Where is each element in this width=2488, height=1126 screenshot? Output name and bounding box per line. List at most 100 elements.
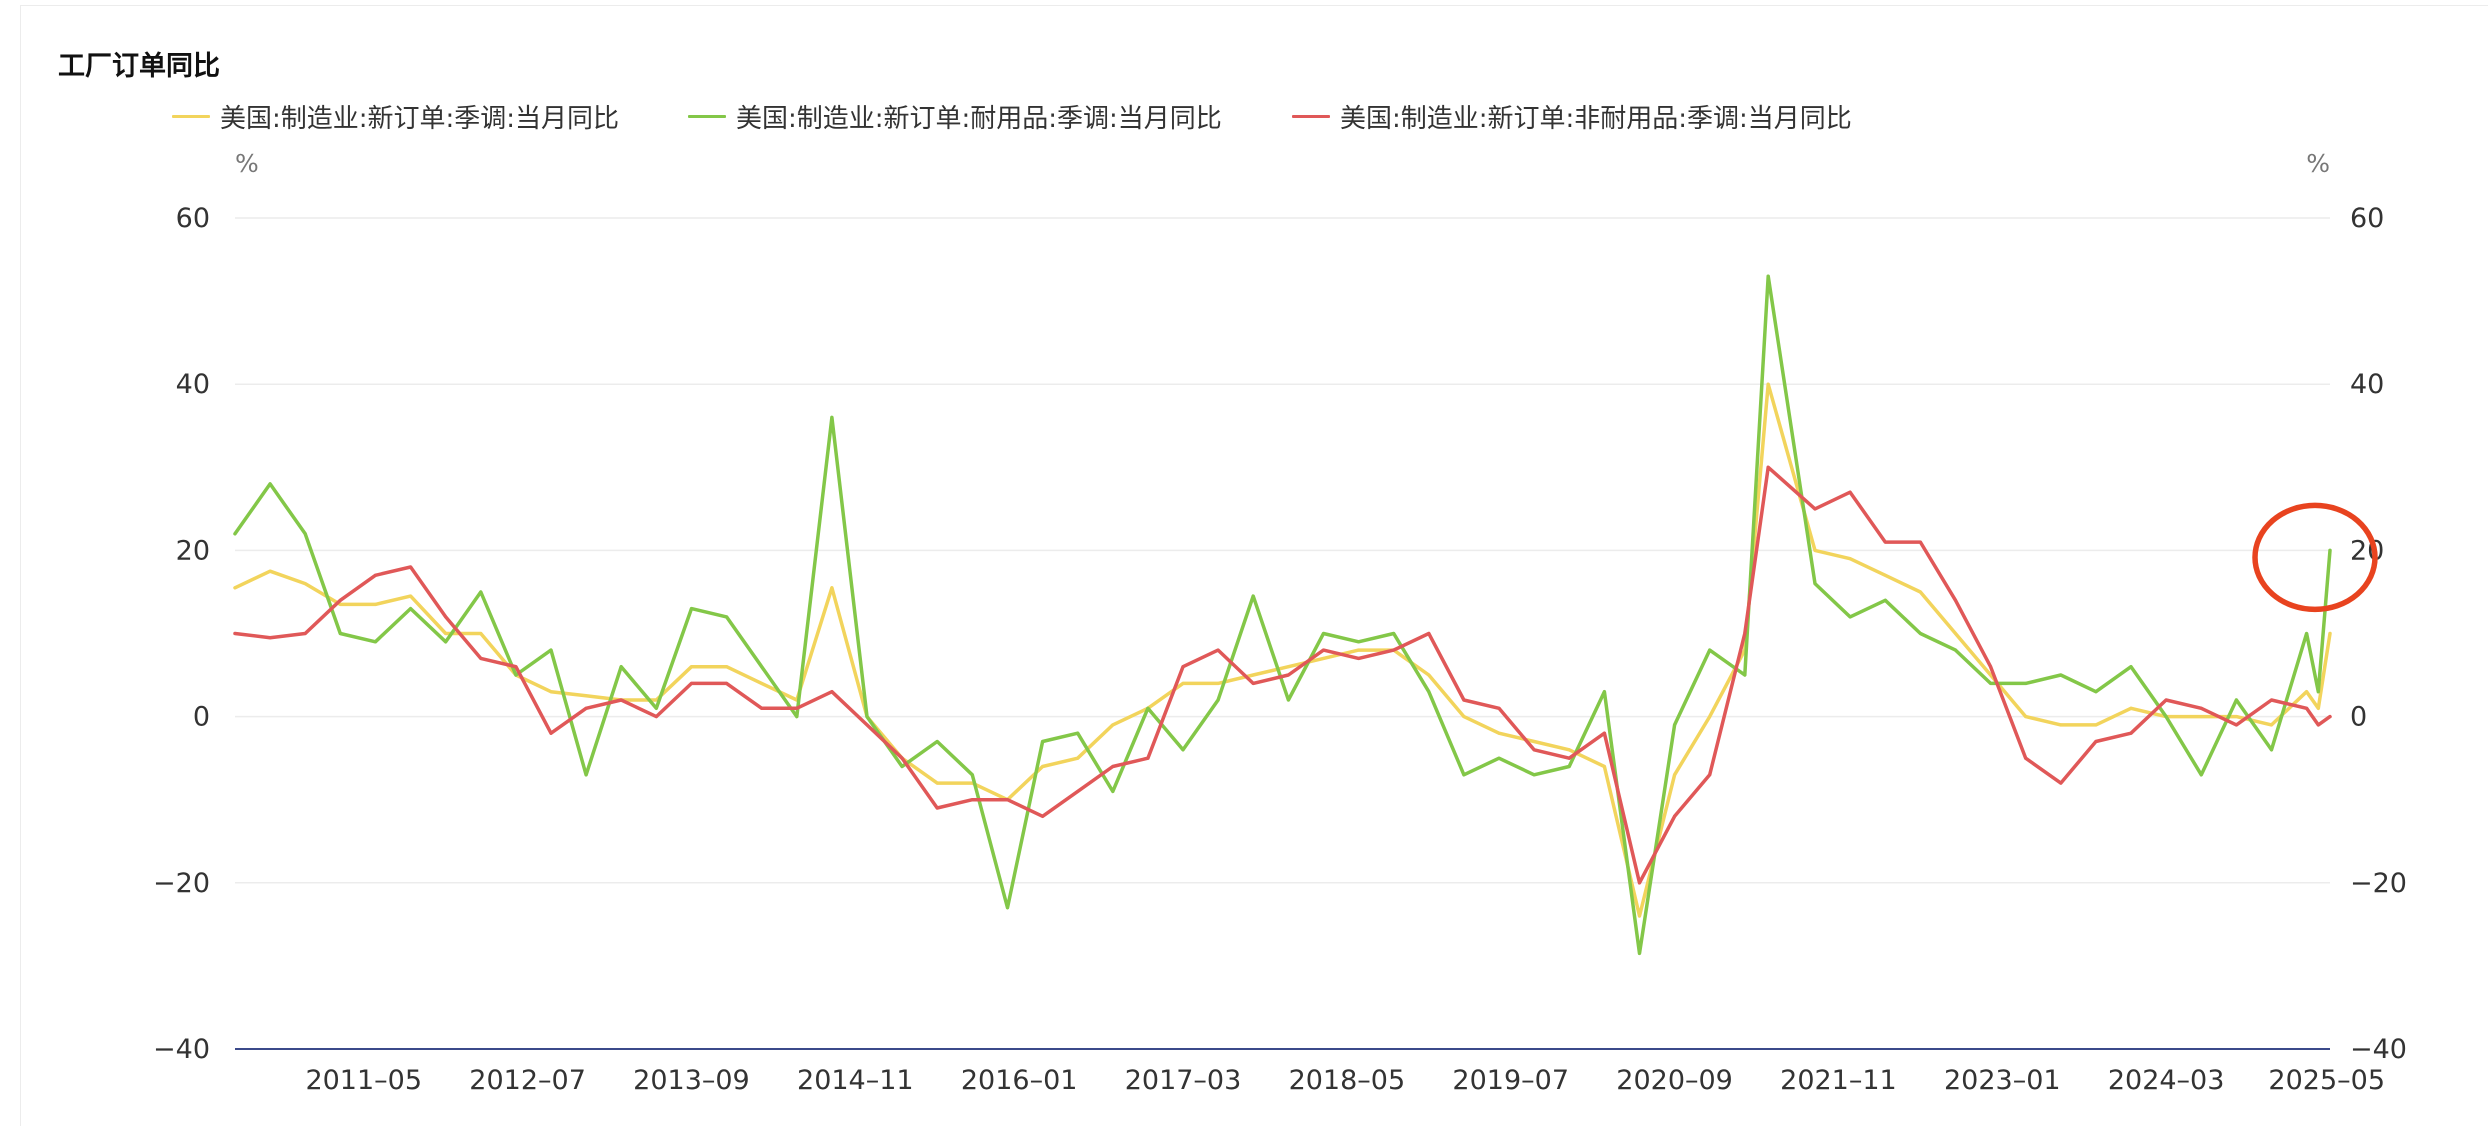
data-point <box>1181 681 1185 685</box>
data-point <box>1357 648 1361 652</box>
data-point <box>1567 748 1571 752</box>
data-point <box>2316 723 2320 727</box>
data-point <box>479 590 483 594</box>
data-point <box>2129 731 2133 735</box>
data-point <box>1041 765 1045 768</box>
data-point <box>1883 540 1887 544</box>
data-point <box>409 565 413 569</box>
data-point <box>338 602 342 606</box>
data-point <box>1638 881 1641 885</box>
data-point <box>1041 740 1045 743</box>
data-point <box>935 781 939 785</box>
y-tick-label-right: −40 <box>2350 1034 2407 1065</box>
data-point <box>1954 598 1957 602</box>
data-point <box>2059 723 2063 727</box>
data-point <box>303 632 307 635</box>
data-point <box>1357 656 1361 660</box>
data-point <box>2328 715 2332 719</box>
data-point <box>1462 698 1466 702</box>
legend-item-nondurable[interactable]: 美国:制造业:新订单:非耐用品:季调:当月同比 <box>1292 98 1852 134</box>
data-point <box>619 698 623 702</box>
highlight-circle <box>2252 502 2378 613</box>
x-tick-label: 2016–01 <box>961 1065 1078 1096</box>
data-point <box>865 715 869 719</box>
data-point <box>409 607 413 611</box>
data-point <box>444 640 448 644</box>
data-point <box>1392 648 1396 652</box>
data-point <box>1673 723 1677 727</box>
data-point <box>1251 594 1255 598</box>
data-point <box>2164 698 2168 702</box>
data-point <box>1216 698 1220 702</box>
data-point <box>2024 681 2028 685</box>
data-point <box>1111 723 1115 727</box>
data-point <box>549 690 553 694</box>
data-point <box>584 706 588 710</box>
data-point <box>1216 648 1220 652</box>
data-point <box>479 632 483 635</box>
data-point <box>1111 789 1115 793</box>
x-tick-label: 2018–05 <box>1289 1065 1406 1096</box>
chart-panel <box>20 5 2488 1126</box>
data-point <box>1251 681 1255 685</box>
data-point <box>1989 665 1993 669</box>
data-point <box>1883 573 1887 577</box>
data-point <box>549 731 553 735</box>
x-tick-label: 2020–09 <box>1616 1065 1733 1096</box>
legend-swatch-total <box>172 114 210 118</box>
data-point <box>970 773 974 777</box>
data-point <box>865 723 869 727</box>
data-point <box>654 706 658 710</box>
legend-swatch-nondurable <box>1292 114 1330 118</box>
data-point <box>830 690 834 694</box>
data-point <box>725 615 729 619</box>
data-point <box>1883 598 1887 602</box>
data-point <box>2305 632 2309 635</box>
y-axis-unit-right: % <box>2306 149 2330 178</box>
data-point <box>935 740 939 743</box>
data-point <box>2234 723 2238 727</box>
data-point <box>1286 665 1290 669</box>
data-point <box>1006 798 1009 802</box>
legend-item-total[interactable]: 美国:制造业:新订单:季调:当月同比 <box>172 98 619 134</box>
data-point <box>1848 557 1852 561</box>
data-point <box>1918 632 1922 635</box>
data-point <box>1216 681 1220 685</box>
data-point <box>2305 690 2309 694</box>
data-point <box>338 598 342 602</box>
data-point <box>2199 715 2203 719</box>
y-axis-unit-left: % <box>235 149 259 178</box>
data-point <box>584 773 588 777</box>
y-tick-label-right: 60 <box>2350 203 2384 234</box>
data-point <box>1076 756 1080 760</box>
data-point <box>1041 814 1045 818</box>
y-tick-label-left: 40 <box>176 369 210 400</box>
data-point <box>1848 490 1852 494</box>
x-tick-label: 2011–05 <box>305 1065 422 1096</box>
data-point <box>268 636 272 640</box>
data-point <box>2270 698 2273 702</box>
legend-item-durable[interactable]: 美国:制造业:新订单:耐用品:季调:当月同比 <box>688 98 1222 134</box>
data-point <box>373 640 377 644</box>
data-point <box>1111 765 1115 768</box>
data-point <box>2316 690 2320 694</box>
data-point <box>1638 951 1641 955</box>
data-point <box>1286 698 1290 702</box>
data-point <box>1462 715 1466 719</box>
data-point <box>2234 715 2238 719</box>
data-point <box>1181 748 1185 752</box>
data-point <box>2199 706 2203 710</box>
data-point <box>1743 632 1747 635</box>
data-point <box>233 586 237 590</box>
data-point <box>1766 465 1770 469</box>
data-point <box>795 715 799 719</box>
x-tick-label: 2019–07 <box>1452 1065 1569 1096</box>
data-point <box>2129 706 2133 710</box>
data-point <box>1708 715 1712 719</box>
y-tick-label-left: 0 <box>193 702 210 733</box>
data-point <box>514 673 518 677</box>
x-tick-label: 2017–03 <box>1125 1065 1242 1096</box>
data-point <box>303 532 307 536</box>
data-point <box>1766 274 1770 278</box>
